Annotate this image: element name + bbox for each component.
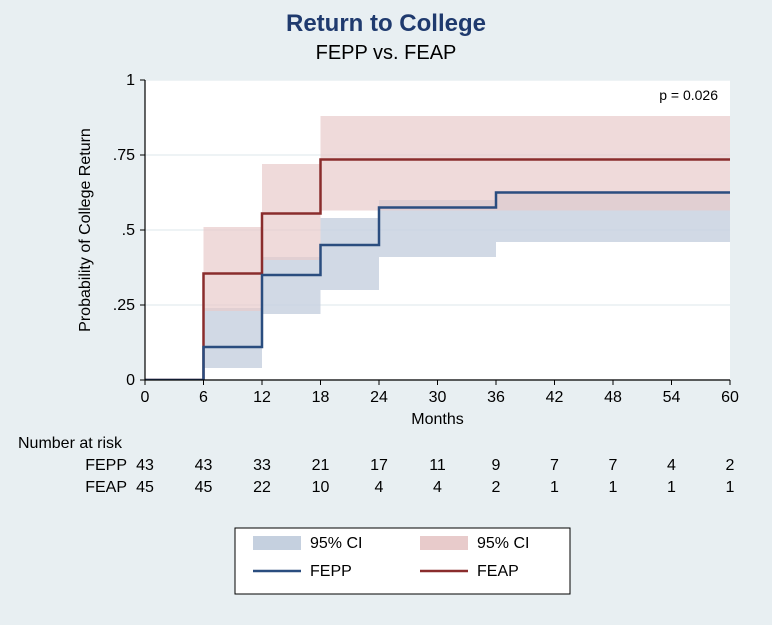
svg-text:FEAP: FEAP xyxy=(85,479,127,496)
svg-text:7: 7 xyxy=(550,457,559,474)
svg-text:7: 7 xyxy=(609,457,618,474)
svg-text:30: 30 xyxy=(429,389,447,406)
svg-text:45: 45 xyxy=(195,479,213,496)
chart-title: Return to College xyxy=(0,0,772,38)
svg-text:6: 6 xyxy=(199,389,208,406)
svg-text:2: 2 xyxy=(492,479,501,496)
svg-text:.25: .25 xyxy=(113,297,135,314)
svg-text:11: 11 xyxy=(429,457,446,474)
svg-text:4: 4 xyxy=(375,479,384,496)
svg-text:FEAP: FEAP xyxy=(477,563,519,580)
svg-text:12: 12 xyxy=(253,389,271,406)
svg-text:4: 4 xyxy=(667,457,676,474)
svg-text:48: 48 xyxy=(604,389,622,406)
svg-text:1: 1 xyxy=(550,479,559,496)
svg-text:p = 0.026: p = 0.026 xyxy=(659,87,718,103)
svg-text:Months: Months xyxy=(411,411,463,428)
svg-text:0: 0 xyxy=(141,389,150,406)
svg-text:10: 10 xyxy=(312,479,330,496)
svg-text:45: 45 xyxy=(136,479,154,496)
svg-text:43: 43 xyxy=(136,457,154,474)
svg-text:.5: .5 xyxy=(122,222,135,239)
svg-text:.75: .75 xyxy=(113,147,135,164)
svg-text:60: 60 xyxy=(721,389,739,406)
svg-text:21: 21 xyxy=(312,457,330,474)
svg-text:95% CI: 95% CI xyxy=(477,535,529,552)
svg-text:22: 22 xyxy=(253,479,271,496)
svg-text:24: 24 xyxy=(370,389,388,406)
chart-subtitle: FEPP vs. FEAP xyxy=(0,38,772,65)
svg-text:Probability of College Return: Probability of College Return xyxy=(77,128,94,332)
svg-text:0: 0 xyxy=(126,372,135,389)
svg-text:Number at risk: Number at risk xyxy=(18,435,123,452)
svg-text:18: 18 xyxy=(312,389,330,406)
svg-text:54: 54 xyxy=(663,389,681,406)
svg-text:FEPP: FEPP xyxy=(85,457,127,474)
svg-text:95% CI: 95% CI xyxy=(310,535,362,552)
svg-text:43: 43 xyxy=(195,457,213,474)
svg-text:1: 1 xyxy=(726,479,735,496)
svg-text:42: 42 xyxy=(546,389,564,406)
svg-text:2: 2 xyxy=(726,457,735,474)
svg-text:1: 1 xyxy=(667,479,676,496)
svg-text:36: 36 xyxy=(487,389,505,406)
svg-text:4: 4 xyxy=(433,479,442,496)
svg-text:17: 17 xyxy=(370,457,388,474)
svg-text:1: 1 xyxy=(126,72,135,89)
svg-text:33: 33 xyxy=(253,457,271,474)
svg-text:FEPP: FEPP xyxy=(310,563,352,580)
survival-chart: 0.25.5.75106121824303642485460MonthsProb… xyxy=(0,65,772,625)
svg-text:1: 1 xyxy=(609,479,618,496)
svg-text:9: 9 xyxy=(492,457,501,474)
